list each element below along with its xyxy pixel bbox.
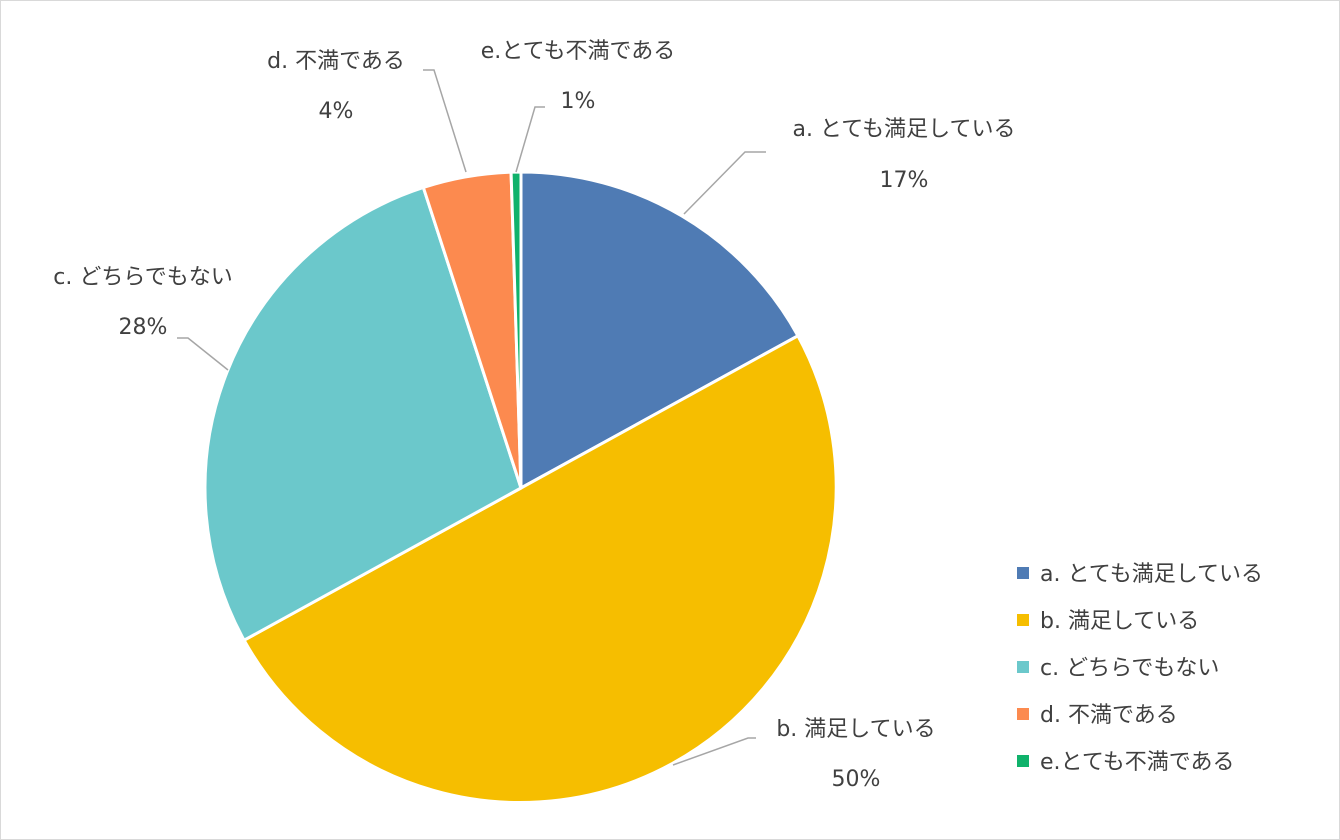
legend-swatch-d	[1017, 708, 1029, 720]
pie-slice-b	[242, 334, 838, 804]
pie-slice-c	[203, 185, 523, 642]
pie-slice-a	[519, 170, 800, 490]
leader-line-d	[423, 69, 467, 173]
data-label-a-name: a. とても満足している	[792, 117, 1015, 142]
leader-line-b	[672, 737, 756, 766]
data-label-c-name: c. どちらでもない	[53, 265, 232, 290]
legend-label-b: b. 満足している	[1040, 609, 1199, 634]
data-label-e-value: 1%	[561, 89, 596, 114]
leader-line-e	[515, 106, 545, 173]
pie-slices	[203, 170, 838, 804]
data-label-d-name: d. 不満である	[267, 49, 405, 74]
data-label-b-value: 50%	[832, 767, 881, 792]
pie-slice-e	[509, 170, 523, 490]
legend-swatch-a	[1017, 567, 1029, 579]
legend: a. とても満足している b. 満足している c. どちらでもない d. 不満で…	[1017, 562, 1263, 775]
leader-line-c	[177, 337, 229, 371]
legend-label-e: e.とても不満である	[1040, 750, 1235, 775]
legend-swatch-e	[1017, 755, 1029, 767]
leader-line-a	[683, 151, 766, 215]
data-label-d-value: 4%	[319, 99, 354, 124]
legend-label-a: a. とても満足している	[1040, 562, 1263, 587]
data-label-c-value: 28%	[119, 315, 168, 340]
legend-swatch-b	[1017, 614, 1029, 626]
leader-lines	[177, 69, 766, 766]
data-label-e-name: e.とても不満である	[481, 39, 676, 64]
data-label-b-name: b. 満足している	[776, 717, 935, 742]
legend-label-d: d. 不満である	[1040, 703, 1178, 728]
legend-label-c: c. どちらでもない	[1040, 656, 1219, 681]
data-label-a-value: 17%	[880, 168, 929, 193]
legend-swatch-c	[1017, 661, 1029, 673]
